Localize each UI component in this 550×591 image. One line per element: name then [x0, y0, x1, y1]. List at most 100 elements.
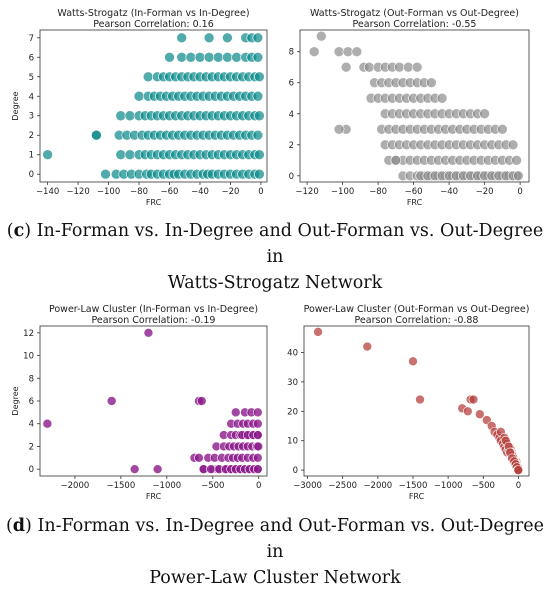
x-tick-label: −1500	[399, 481, 428, 491]
scatter-point	[313, 327, 323, 337]
scatter-point	[308, 46, 320, 58]
x-tick-label: −60	[405, 187, 423, 197]
scatter-point	[194, 453, 204, 463]
chart-subtitle: Pearson Correlation: -0.19	[92, 315, 216, 326]
scatter-point	[497, 123, 508, 135]
scatter-points	[42, 328, 264, 474]
scatter-point	[252, 90, 264, 102]
chart-subtitle: Pearson Correlation: -0.88	[355, 315, 479, 326]
x-tick-label: −1000	[152, 481, 181, 491]
scatter-point	[411, 61, 423, 73]
scatter-point	[91, 129, 102, 141]
x-tick-label: −80	[130, 187, 148, 197]
chart-subtitle: Pearson Correlation: -0.55	[353, 19, 477, 30]
scatter-point	[164, 51, 175, 63]
scatter-point	[129, 464, 140, 474]
scatter-point	[212, 51, 224, 63]
y-tick-label: 8	[289, 48, 294, 58]
scatter-point	[474, 409, 485, 420]
y-tick-label: 4	[289, 110, 294, 120]
x-tick-label: −3000	[293, 481, 322, 491]
scatter-point	[254, 110, 265, 122]
scatter-point	[133, 90, 145, 102]
scatter-point	[115, 110, 127, 122]
scatter-point	[511, 154, 522, 166]
scatter-point	[254, 168, 265, 180]
y-tick-label: 0	[289, 172, 294, 182]
scatter-point	[253, 407, 263, 418]
scatter-point	[253, 464, 263, 474]
y-axis-label: Degree	[11, 386, 20, 415]
scatter-point	[254, 71, 265, 83]
y-tick-label: 4	[29, 420, 34, 430]
scatter-point	[124, 149, 136, 161]
scatter-point	[185, 51, 197, 63]
scatter-points	[42, 32, 265, 180]
scatter-point	[124, 110, 136, 122]
x-tick-label: 0	[517, 187, 522, 197]
scatter-point	[42, 149, 53, 161]
y-tick-label: 10	[23, 352, 34, 362]
chart-title: Watts-Strogatz (In-Forman vs In-Degree)	[57, 8, 249, 19]
y-tick-label: 6	[289, 79, 294, 89]
x-axis-label: FRC	[409, 492, 425, 501]
y-tick-label: 5	[29, 73, 34, 83]
y-tick-label: 3	[29, 112, 34, 122]
x-tick-label: −1000	[434, 481, 463, 491]
scatter-point	[468, 394, 479, 405]
scatter-point	[426, 77, 437, 89]
y-tick-label: 8	[29, 374, 34, 384]
y-tick-label: 2	[289, 141, 294, 151]
y-tick-label: 20	[287, 407, 298, 417]
figure-canvas: Watts-Strogatz (In-Forman vs In-Degree)P…	[11, 8, 529, 501]
scatter-point	[230, 407, 241, 418]
scatter-point	[415, 394, 425, 405]
x-tick-label: 0	[256, 481, 261, 491]
x-axis-label: FRC	[407, 198, 423, 207]
y-tick-label: 6	[29, 53, 34, 63]
chart-plc-out-forman: Power-Law Cluster (Out-Forman vs Out-Deg…	[287, 304, 529, 501]
x-axis-label: FRC	[146, 492, 162, 501]
scatter-point	[342, 46, 354, 58]
x-tick-label: −500	[201, 481, 224, 491]
y-tick-label: 7	[29, 34, 34, 44]
scatter-point	[143, 328, 154, 338]
chart-ws-in-forman: Watts-Strogatz (In-Forman vs In-Degree)P…	[11, 8, 268, 207]
scatter-point	[390, 154, 402, 166]
scatter-point	[394, 61, 405, 73]
scatter-point	[479, 108, 490, 120]
y-tick-label: 0	[293, 466, 298, 476]
scatter-point	[176, 32, 187, 44]
x-tick-label: −2000	[363, 481, 392, 491]
scatter-point	[206, 464, 216, 474]
x-tick-label: −500	[472, 481, 495, 491]
x-tick-label: −80	[369, 187, 387, 197]
x-tick-label: −140	[36, 187, 59, 197]
caption-d-letter: d	[12, 516, 26, 536]
y-tick-label: 4	[29, 92, 34, 102]
scatter-point	[254, 149, 265, 161]
scatter-point	[408, 356, 418, 367]
scatter-point	[106, 396, 117, 406]
scatter-point	[203, 32, 215, 44]
chart-title: Power-Law Cluster (In-Forman vs In-Degre…	[49, 304, 258, 315]
plot-frame	[303, 325, 530, 477]
y-tick-label: 10	[287, 437, 298, 447]
scatter-point	[507, 139, 519, 151]
x-tick-label: −40	[440, 187, 458, 197]
scatter-points	[313, 327, 524, 475]
scatter-point	[115, 149, 127, 161]
x-tick-label: −60	[161, 187, 179, 197]
y-tick-label: 1	[29, 151, 34, 161]
scatter-point	[203, 51, 215, 63]
scatter-point	[363, 61, 375, 73]
scatter-point	[194, 51, 206, 63]
x-axis-label: FRC	[146, 198, 162, 207]
chart-subtitle: Pearson Correlation: 0.16	[93, 19, 214, 30]
scatter-point	[142, 71, 154, 83]
chart-title: Power-Law Cluster (Out-Forman vs Out-Deg…	[304, 304, 530, 315]
x-tick-label: −40	[191, 187, 209, 197]
scatter-point	[436, 92, 448, 104]
y-tick-label: 2	[29, 442, 34, 452]
scatter-point	[362, 341, 373, 352]
